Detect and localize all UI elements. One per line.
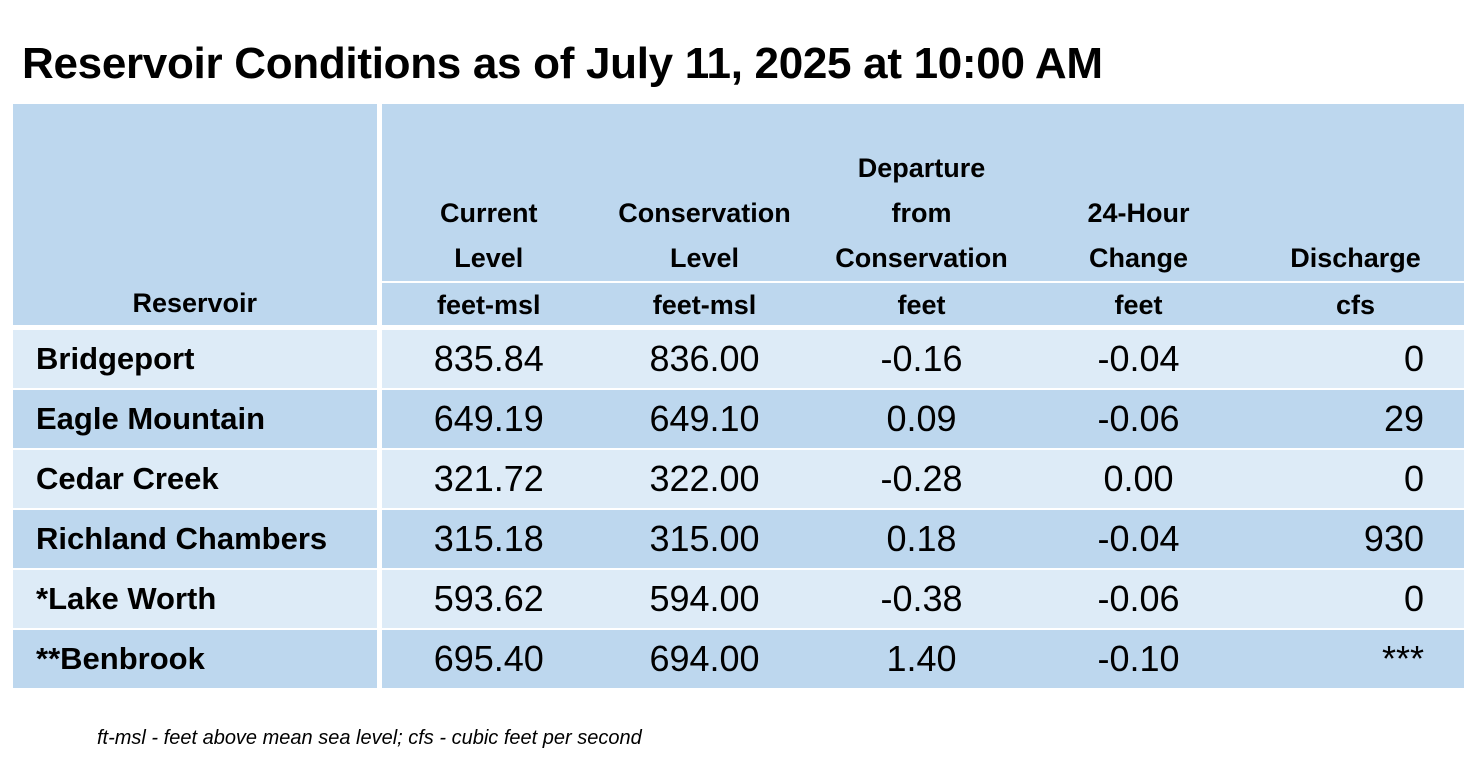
- current-level-value: 835.84: [379, 325, 596, 390]
- current-level-value: 315.18: [379, 509, 596, 570]
- reservoir-name: Bridgeport: [13, 325, 382, 390]
- header-current-level-line2: Level: [454, 243, 524, 273]
- departure-value: -0.38: [813, 569, 1030, 630]
- change-value: 0.00: [1030, 449, 1247, 510]
- conservation-level-value: 594.00: [596, 569, 813, 630]
- table-row: *Lake Worth 593.62 594.00 -0.38 -0.06 0: [13, 569, 1464, 630]
- page-title: Reservoir Conditions as of July 11, 2025…: [22, 39, 1103, 88]
- discharge-value: 0: [1247, 569, 1464, 630]
- departure-value: 1.40: [813, 629, 1030, 690]
- header-departure-line3: Conservation: [835, 243, 1008, 273]
- unit-conservation-level: feet-msl: [596, 281, 813, 328]
- unit-24-hour-change: feet: [1030, 281, 1247, 328]
- header-current-level: Current Level: [379, 104, 596, 282]
- current-level-value: 593.62: [379, 569, 596, 630]
- unit-current-level: feet-msl: [379, 281, 596, 328]
- header-departure-line2: from: [891, 198, 952, 228]
- current-level-value: 695.40: [379, 629, 596, 690]
- change-value: -0.06: [1030, 389, 1247, 450]
- departure-value: -0.28: [813, 449, 1030, 510]
- change-value: -0.04: [1030, 509, 1247, 570]
- header-current-level-line1: Current: [439, 198, 538, 228]
- current-level-value: 649.19: [379, 389, 596, 450]
- header-discharge-line1: Discharge: [1290, 243, 1421, 273]
- header-reservoir: Reservoir: [13, 104, 382, 328]
- header-24-hour-change-line1: 24-Hour: [1087, 198, 1190, 228]
- table-row: **Benbrook 695.40 694.00 1.40 -0.10 ***: [13, 629, 1464, 690]
- header-24-hour-change: 24-Hour Change: [1030, 104, 1247, 282]
- change-value: -0.10: [1030, 629, 1247, 690]
- conservation-level-value: 649.10: [596, 389, 813, 450]
- reservoir-table: Reservoir Current Level Conservation Lev…: [13, 104, 1464, 690]
- table-row: Bridgeport 835.84 836.00 -0.16 -0.04 0: [13, 325, 1464, 390]
- departure-value: -0.16: [813, 325, 1030, 390]
- table-row: Eagle Mountain 649.19 649.10 0.09 -0.06 …: [13, 389, 1464, 450]
- conservation-level-value: 315.00: [596, 509, 813, 570]
- table-row: Richland Chambers 315.18 315.00 0.18 -0.…: [13, 509, 1464, 570]
- reservoir-table-container: Reservoir Current Level Conservation Lev…: [13, 104, 1464, 690]
- header-departure: Departure from Conservation: [813, 104, 1030, 282]
- change-value: -0.04: [1030, 325, 1247, 390]
- current-level-value: 321.72: [379, 449, 596, 510]
- conservation-level-value: 694.00: [596, 629, 813, 690]
- unit-departure: feet: [813, 281, 1030, 328]
- reservoir-name: *Lake Worth: [13, 569, 382, 630]
- header-discharge: Discharge: [1247, 104, 1464, 282]
- discharge-value: 0: [1247, 325, 1464, 390]
- reservoir-name: Richland Chambers: [13, 509, 382, 570]
- discharge-value: 29: [1247, 389, 1464, 450]
- departure-value: 0.18: [813, 509, 1030, 570]
- unit-discharge: cfs: [1247, 281, 1464, 328]
- discharge-value: 930: [1247, 509, 1464, 570]
- reservoir-name: **Benbrook: [13, 629, 382, 690]
- header-24-hour-change-line2: Change: [1088, 243, 1188, 273]
- conservation-level-value: 836.00: [596, 325, 813, 390]
- departure-value: 0.09: [813, 389, 1030, 450]
- header-conservation-level-line1: Conservation: [618, 198, 791, 228]
- reservoir-name: Cedar Creek: [13, 449, 382, 510]
- header-departure-line1: Departure: [857, 153, 986, 183]
- change-value: -0.06: [1030, 569, 1247, 630]
- reservoir-name: Eagle Mountain: [13, 389, 382, 450]
- discharge-value: 0: [1247, 449, 1464, 510]
- header-conservation-level-line2: Level: [669, 243, 740, 273]
- table-row: Cedar Creek 321.72 322.00 -0.28 0.00 0: [13, 449, 1464, 510]
- conservation-level-value: 322.00: [596, 449, 813, 510]
- header-conservation-level: Conservation Level: [596, 104, 813, 282]
- discharge-value: ***: [1247, 629, 1464, 690]
- footnote: ft-msl - feet above mean sea level; cfs …: [97, 727, 642, 749]
